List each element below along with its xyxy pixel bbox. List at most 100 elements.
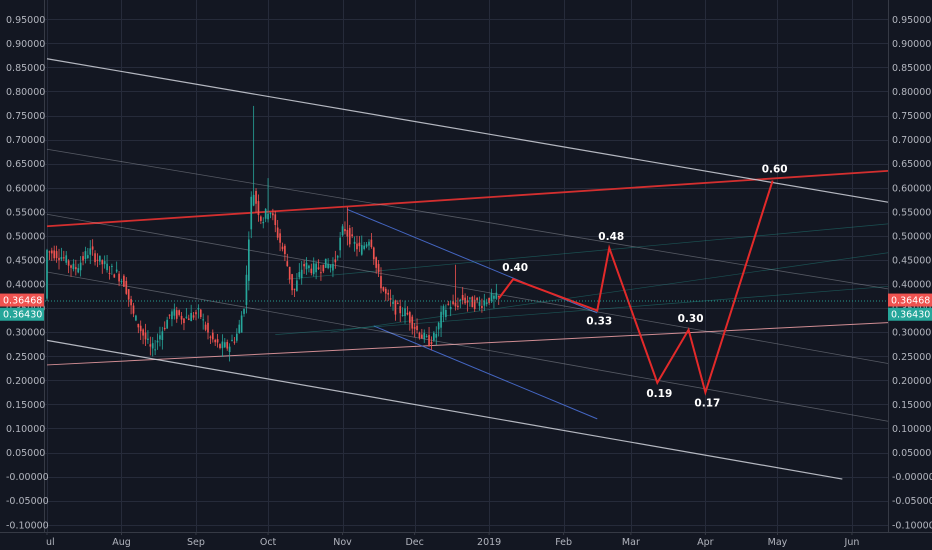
candle-body xyxy=(298,272,301,278)
candle-body xyxy=(276,227,279,238)
y-tick-label-right: -0.10000 xyxy=(892,520,932,531)
x-tick-label: Oct xyxy=(260,537,277,548)
x-tick-label: Feb xyxy=(555,537,572,548)
y-tick-label-right: -0.00000 xyxy=(892,472,932,483)
right-axis-panel[interactable] xyxy=(888,0,932,532)
candle-body xyxy=(168,314,171,316)
projection-label: 0.19 xyxy=(646,388,672,400)
candle-body xyxy=(356,243,358,250)
candle-body xyxy=(233,341,236,343)
candle-body xyxy=(348,228,351,245)
candle-body xyxy=(175,310,178,319)
candle-body xyxy=(334,259,337,263)
candle-body xyxy=(428,334,430,347)
candle-body xyxy=(281,246,284,250)
y-tick-label-left: 0.25000 xyxy=(6,352,45,363)
candle-body xyxy=(53,250,56,259)
trend-line-wedge-lower xyxy=(373,325,598,420)
candle-body xyxy=(87,255,89,259)
candle-body xyxy=(199,309,202,318)
candle-body xyxy=(360,245,363,255)
candle-body xyxy=(48,251,51,253)
candle-body xyxy=(151,343,154,349)
candle-body xyxy=(77,268,80,273)
candle-body xyxy=(382,287,385,291)
y-tick-label-right: 0.90000 xyxy=(892,39,931,50)
x-tick-label: Jun xyxy=(844,537,860,548)
candle-body xyxy=(62,257,65,259)
price-badge xyxy=(0,307,44,321)
candle-body xyxy=(442,306,445,315)
candle-body xyxy=(324,258,327,268)
candle-body xyxy=(459,299,462,301)
candle-body xyxy=(365,244,368,247)
candle-body xyxy=(101,260,104,265)
candle-body xyxy=(437,322,440,330)
y-tick-label-right: 0.60000 xyxy=(892,183,931,194)
y-tick-label-right: 0.30000 xyxy=(892,328,931,339)
candle-body xyxy=(115,269,118,272)
candle-body xyxy=(279,233,281,243)
candle-body xyxy=(389,298,392,300)
y-tick-label-left: 0.15000 xyxy=(6,400,45,411)
candle-body xyxy=(288,266,291,280)
y-tick-label-right: 0.55000 xyxy=(892,207,931,218)
left-axis-panel[interactable] xyxy=(0,0,44,532)
candle-body xyxy=(219,344,221,349)
time-axis-panel[interactable] xyxy=(0,532,932,550)
candle-body xyxy=(264,208,267,219)
y-tick-label-left: 0.10000 xyxy=(6,424,45,435)
projection-line xyxy=(497,180,774,396)
candle-body xyxy=(493,295,495,299)
y-tick-label-left: 0.45000 xyxy=(6,255,45,266)
y-tick-label-right: 0.20000 xyxy=(892,376,931,387)
price-badge xyxy=(888,293,932,307)
candle-body xyxy=(404,308,406,317)
candle-body xyxy=(111,265,113,267)
candle-body xyxy=(190,312,193,322)
y-tick-label-left: 0.55000 xyxy=(6,207,45,218)
x-tick-label: 2019 xyxy=(477,537,501,548)
candle-body xyxy=(72,263,75,270)
candle-body xyxy=(329,265,332,268)
candle-body xyxy=(327,264,329,269)
candle-body xyxy=(353,241,356,244)
candle-body xyxy=(469,297,471,299)
fan-guide-line xyxy=(275,286,889,335)
y-tick-label-left: 0.85000 xyxy=(6,63,45,74)
y-tick-label-right: 0.95000 xyxy=(892,15,931,26)
candle-body xyxy=(209,336,212,338)
candle-body xyxy=(171,311,173,320)
y-axis-ticks: 0.95000 0.95000 0.90000 0.90000 0.85000 0.850… xyxy=(6,15,932,532)
candle-body xyxy=(238,324,241,333)
candle-body xyxy=(396,302,399,304)
candle-body xyxy=(231,339,233,342)
candle-body xyxy=(120,280,123,282)
candle-body xyxy=(483,300,486,306)
candle-body xyxy=(471,296,474,308)
candle-body xyxy=(351,234,354,237)
y-tick-label-left: 0.90000 xyxy=(6,39,45,50)
candle-body xyxy=(55,251,58,259)
price-badge-label: 0.36468 xyxy=(891,296,930,307)
candle-body xyxy=(207,322,209,333)
candle-body xyxy=(408,312,411,323)
candle-body xyxy=(70,265,72,268)
candle-body xyxy=(399,306,402,314)
y-tick-label-right: 0.65000 xyxy=(892,159,931,170)
candle-body xyxy=(457,305,459,308)
candle-body xyxy=(454,302,457,307)
candle-body xyxy=(291,274,293,291)
candle-body xyxy=(211,332,214,340)
y-tick-label-right: 0.45000 xyxy=(892,255,931,266)
candle-body xyxy=(250,196,253,230)
candle-body xyxy=(166,319,168,329)
candle-body xyxy=(332,264,334,271)
projection-label: 0.33 xyxy=(586,316,612,328)
candle-body xyxy=(154,349,156,351)
candle-body xyxy=(411,316,414,329)
candle-body xyxy=(300,269,303,279)
candle-body xyxy=(178,310,180,315)
